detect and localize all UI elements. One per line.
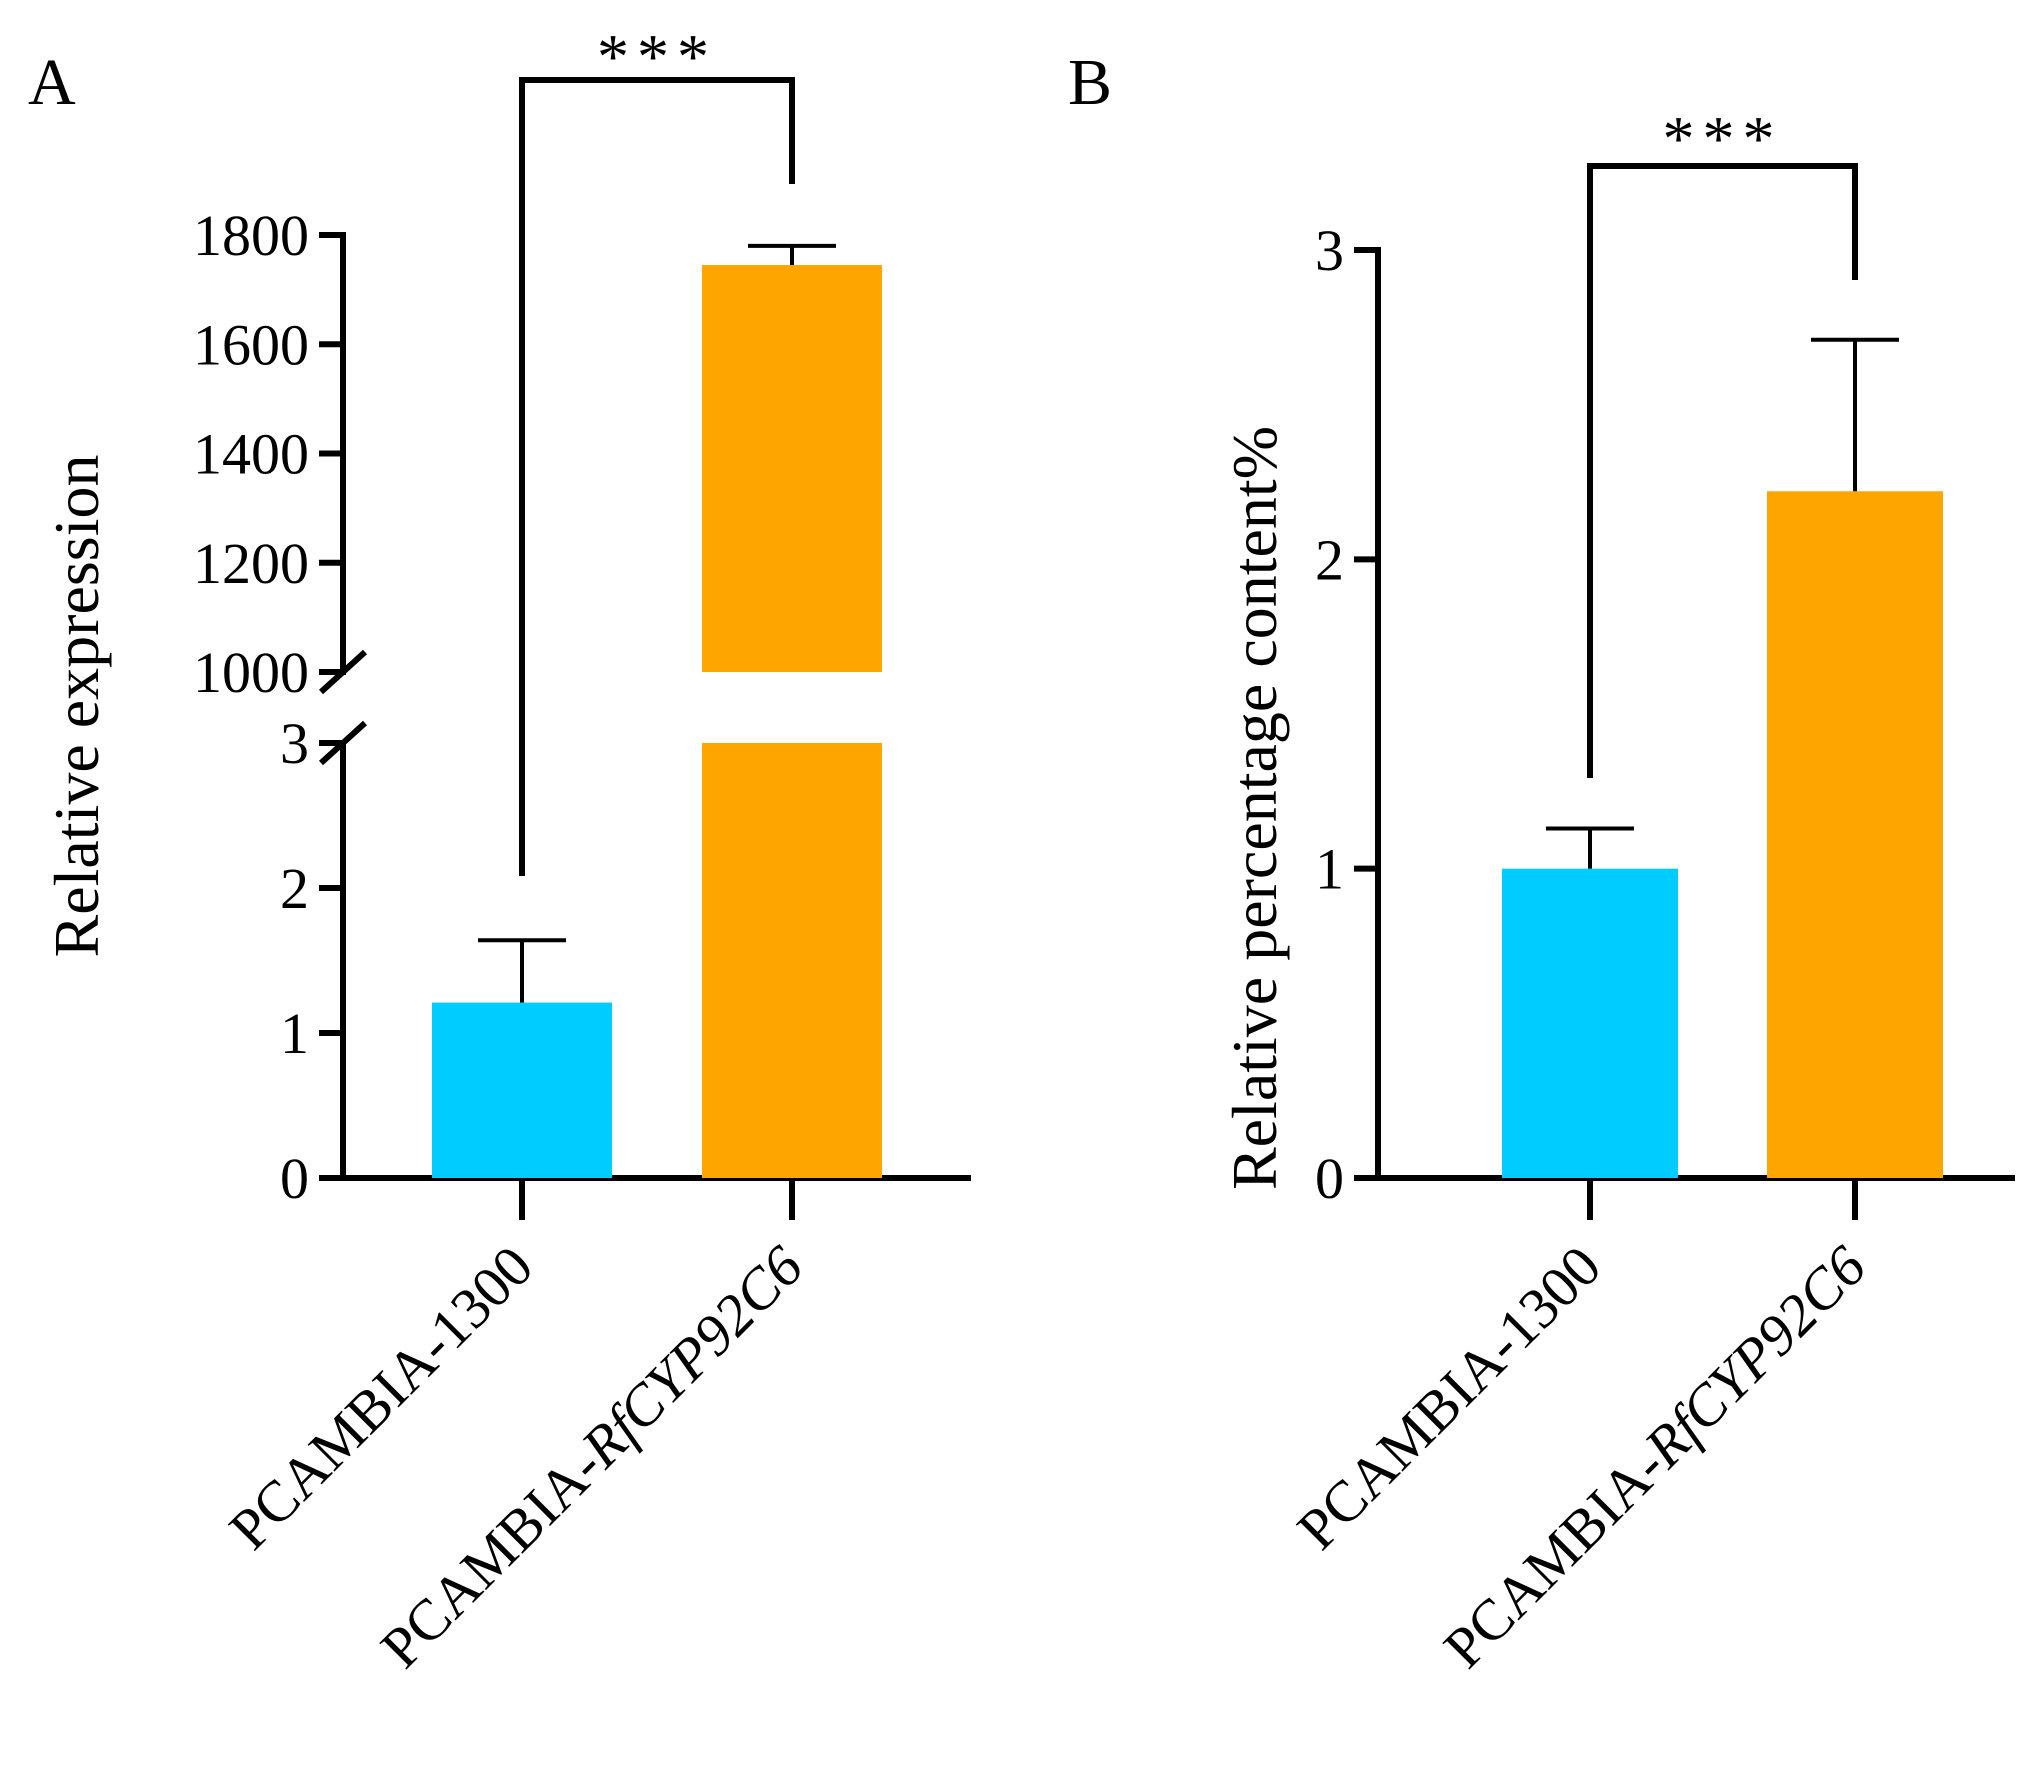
panel-a-plot: 012310001200140016001800PCAMBIA-1300PCAM… <box>193 21 971 1681</box>
panel-a-y-tick-label: 1400 <box>193 422 309 487</box>
panel-b-x-tick-label: PCAMBIA-RfCYP92C6 <box>1431 1233 1878 1680</box>
panel-b-chart: B Relative percentage content% 0 1 2 3 PCAMB… <box>1068 46 2015 1680</box>
panel-b-y-tick-label: 1 <box>1315 837 1344 902</box>
panel-b-bar <box>1502 868 1678 1178</box>
panel-b-y-axis-title: Relative percentage content% <box>1219 426 1290 1190</box>
panel-a-x-tick-label-text: PCAMBIA- <box>368 1434 615 1681</box>
panel-a-bar <box>432 1002 612 1178</box>
panel-b-bar <box>1767 491 1943 1178</box>
panel-a-y-tick-label: 1 <box>280 1001 309 1066</box>
panel-b-x-tick-label-text: PCAMBIA- <box>1431 1434 1678 1681</box>
panel-a-y-tick-label: 1200 <box>193 531 309 596</box>
panel-a-bar-upper-segment <box>702 265 882 672</box>
panel-a-y-tick-label: 1800 <box>193 203 309 268</box>
panel-a-y-tick-label: 2 <box>280 856 309 921</box>
panel-b-significance-label: *** <box>1663 103 1783 174</box>
panel-b-significance-bracket <box>1587 163 1858 778</box>
panel-a-label: A <box>28 46 76 119</box>
panel-b-y-tick-label: 2 <box>1315 527 1344 592</box>
panel-a-y-tick-label: 0 <box>280 1146 309 1211</box>
panel-a-x-tick-label-italic-text: RfCYP92C6 <box>568 1233 815 1480</box>
panel-a-significance-bracket <box>519 77 795 876</box>
panel-b-y-tick-label: 3 <box>1315 218 1344 283</box>
panel-a-y-tick-label: 3 <box>280 711 309 776</box>
panel-a-y-tick-label: 1600 <box>193 312 309 377</box>
panel-a-y-axis-title: Relative expression <box>41 455 112 958</box>
panel-b-label: B <box>1068 46 1112 119</box>
panel-a-y-tick-label: 1000 <box>193 640 309 705</box>
panel-b-y-tick-label: 0 <box>1315 1146 1344 1211</box>
panel-b-x-tick-label-italic-text: RfCYP92C6 <box>1631 1233 1878 1480</box>
panel-a-bar-lower-segment <box>702 743 882 1178</box>
panel-a-significance-label: *** <box>597 21 717 92</box>
